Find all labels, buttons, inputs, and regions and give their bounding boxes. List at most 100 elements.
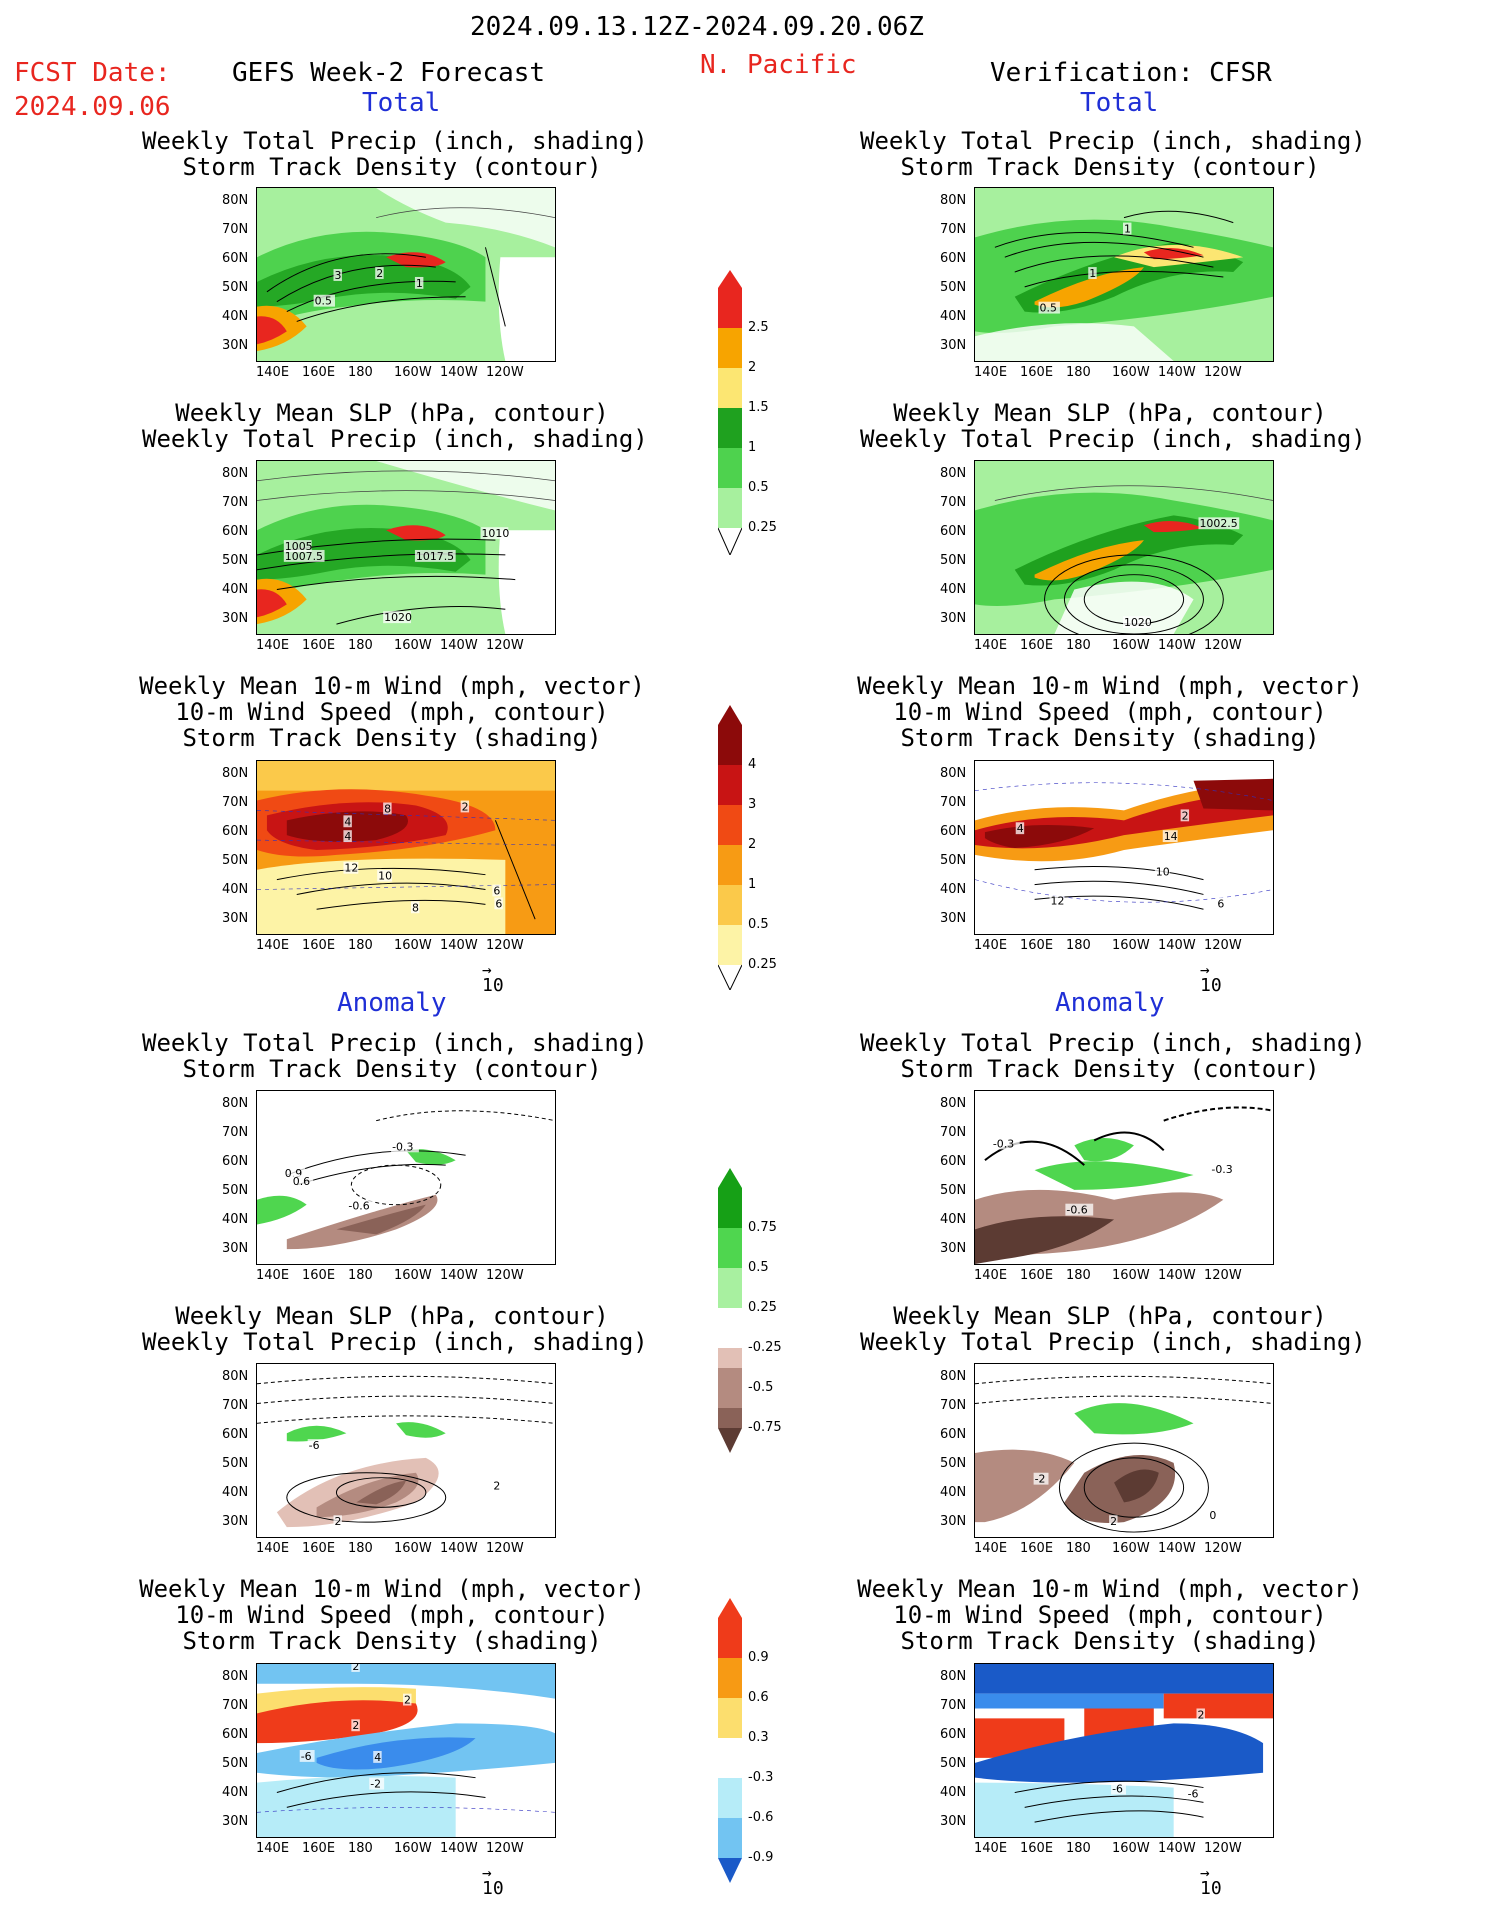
lat-tick-label: 80N (940, 766, 967, 781)
lon-tick-label: 160E (302, 1841, 336, 1856)
lat-tick-label: 50N (940, 280, 967, 295)
contour-label: 0.5 (315, 295, 332, 308)
lat-tick-label: 70N (940, 1398, 967, 1413)
contour-label-bg (1198, 517, 1240, 530)
contour-label-bg (343, 861, 359, 874)
right-title: Verification: CFSR (990, 58, 1272, 88)
lat-tick-label: 40N (940, 1785, 967, 1800)
map-anomaly-wind-storm-verification: 2 -6 -6 (974, 1663, 1274, 1838)
title-line: Storm Track Density (contour) (900, 153, 1320, 181)
lon-tick-label: 180 (348, 365, 373, 380)
colorbar-storm-total-svg (717, 705, 743, 992)
contour-label-bg (991, 1137, 1020, 1150)
lon-tick-label: 120W (486, 1268, 524, 1283)
fcst-date-label: FCST Date: (14, 58, 171, 88)
lon-tick-label: 160E (1020, 365, 1054, 380)
lon-tick-label: 140W (1158, 638, 1196, 653)
contour-label: 1 (1089, 267, 1096, 280)
lat-tick-label: 40N (940, 882, 967, 897)
lon-tick-label: 140E (974, 1841, 1008, 1856)
contour-label-bg (369, 1777, 385, 1790)
lon-tick-label: 160W (1112, 1841, 1150, 1856)
contour-label: 1010 (481, 527, 509, 540)
contour-label: 1 (1124, 223, 1131, 236)
contour-label-bg (403, 1693, 412, 1706)
map-total-wind-storm-verification: 4 2 14 10 12 6 (974, 760, 1274, 935)
lat-tick-label: 50N (222, 1456, 249, 1471)
title-r6: Weekly Mean 10-m Wind (mph, vector) 10-m… (810, 1576, 1410, 1654)
title-line: 10-m Wind Speed (mph, contour) (175, 698, 609, 726)
lon-tick-label: 120W (1204, 938, 1242, 953)
title-line: Weekly Mean 10-m Wind (mph, vector) (857, 672, 1363, 700)
title-line: Weekly Total Precip (inch, shading) (142, 127, 648, 155)
contour-label: 10 (1156, 866, 1170, 879)
contour-label-bg (343, 830, 352, 843)
title-line: Storm Track Density (shading) (182, 1627, 602, 1655)
contour-label: 12 (1050, 894, 1064, 907)
lon-tick-label: 180 (348, 638, 373, 653)
lat-tick-label: 70N (222, 222, 249, 237)
contour-label: 4 (374, 1751, 381, 1764)
vector-scale-value: 10 (482, 1878, 504, 1899)
contour-label: -2 (370, 1778, 381, 1791)
title-r3: Weekly Mean 10-m Wind (mph, vector) 10-m… (810, 673, 1410, 751)
colorbar-label: -0.25 (748, 1340, 782, 1355)
lon-tick-label: 140W (440, 1841, 478, 1856)
contour-label: -6 (309, 1439, 320, 1452)
contour-label: 6 (495, 897, 502, 910)
contour-label: 2 (1182, 809, 1189, 822)
lat-tick-label: 60N (940, 524, 967, 539)
lon-tick-label: 140W (1158, 938, 1196, 953)
lat-tick-label: 70N (222, 495, 249, 510)
contour-label-bg (283, 549, 325, 562)
lat-tick-label: 30N (940, 1514, 967, 1529)
contour-label: 1020 (1124, 616, 1152, 629)
contour-label-bg (1088, 267, 1097, 279)
colorbar-label: -0.3 (748, 1770, 774, 1785)
lon-tick-label: 160E (1020, 1541, 1054, 1556)
lon-tick-label: 160E (1020, 938, 1054, 953)
lon-tick-label: 160W (394, 365, 432, 380)
contour-label-bg (1216, 897, 1225, 910)
lat-tick-label: 80N (222, 193, 249, 208)
lon-tick-label: 140E (256, 638, 290, 653)
contour-label: 4 (1017, 822, 1024, 835)
lon-tick-label: 160E (302, 1541, 336, 1556)
colorbar-precip-anom (718, 1168, 742, 1457)
title-line: Weekly Total Precip (inch, shading) (860, 425, 1366, 453)
colorbar-label: 2 (748, 360, 757, 375)
contour-label: 4 (344, 830, 351, 843)
map-anomaly-wind-storm-forecast: 2 2 2 4 -6 -2 (256, 1663, 556, 1838)
contour-label-bg (373, 1750, 382, 1763)
map-total-slp-precip-verification: 1002.5 1020 (974, 460, 1274, 635)
colorbar-storm-anom (718, 1598, 742, 1887)
lon-tick-label: 160W (394, 1268, 432, 1283)
lon-tick-label: 140W (1158, 1268, 1196, 1283)
section-total-left: Total (362, 88, 441, 118)
lat-tick-label: 40N (222, 1212, 249, 1227)
lon-tick-label: 140E (256, 365, 290, 380)
lon-tick-label: 140W (1158, 1841, 1196, 1856)
title-line: Weekly Mean SLP (hPa, contour) (893, 1302, 1327, 1330)
lat-tick-label: 50N (940, 1456, 967, 1471)
lon-tick-label: 160W (1112, 1268, 1150, 1283)
colorbar-label: 0.6 (748, 1690, 769, 1705)
vector-scale-l3: → 10 (482, 962, 504, 997)
colorbar-label: 0.25 (748, 957, 777, 972)
lon-tick-label: 140W (1158, 1541, 1196, 1556)
title-r5: Weekly Mean SLP (hPa, contour) Weekly To… (860, 1302, 1366, 1355)
colorbar-precip-total (717, 270, 743, 559)
map-total-precip-storm-forecast: 3 2 1 0.5 (256, 187, 556, 362)
contour-label: -0.6 (348, 1200, 369, 1213)
date-range: 2024.09.13.12Z-2024.09.20.06Z (470, 12, 924, 42)
lat-tick-label: 70N (940, 1125, 967, 1140)
contour-label-bg (1111, 1782, 1126, 1795)
lat-tick-label: 40N (222, 1485, 249, 1500)
lat-tick-label: 70N (940, 1698, 967, 1713)
arrow-right-icon: → (1200, 1863, 1210, 1882)
lon-tick-label: 140E (974, 1541, 1008, 1556)
lon-tick-label: 160E (1020, 1268, 1054, 1283)
colorbar-precip-total-svg (717, 270, 743, 557)
colorbar-label: 3 (748, 797, 757, 812)
map-total-precip-storm-verification: 1 1 0.5 (974, 187, 1274, 362)
